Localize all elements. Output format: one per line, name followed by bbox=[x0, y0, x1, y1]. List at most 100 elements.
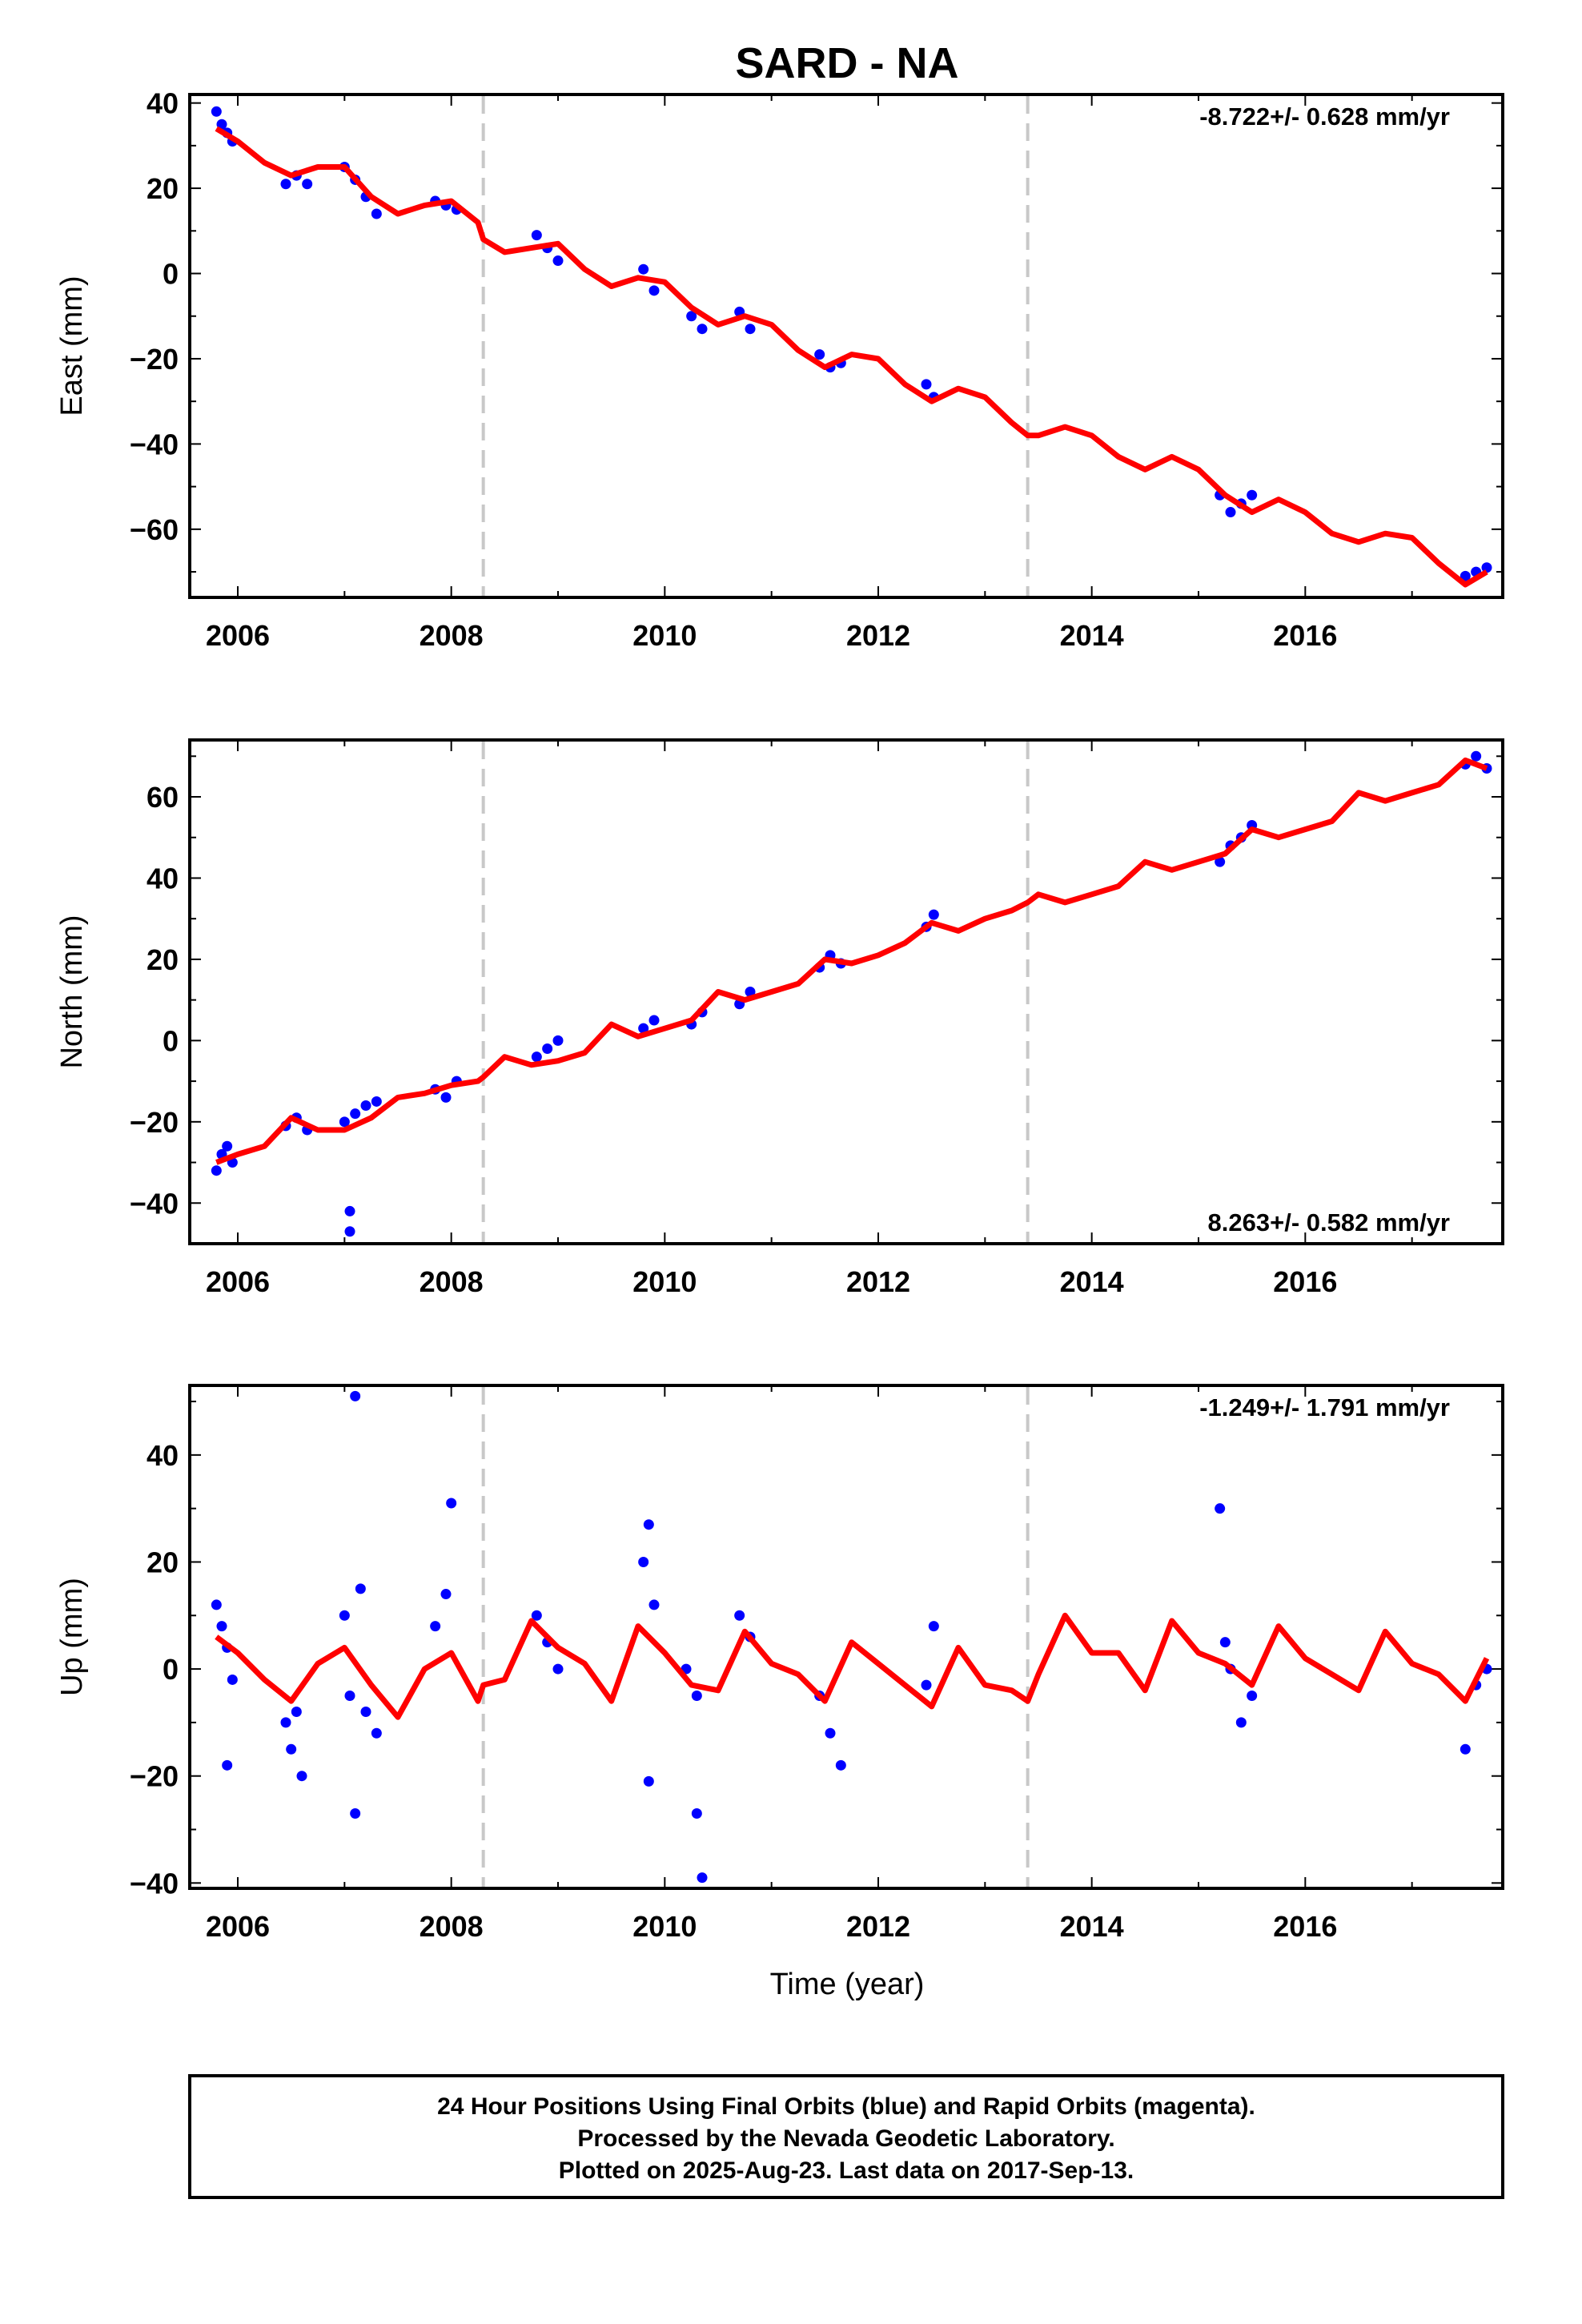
data-point bbox=[835, 1759, 846, 1771]
data-point bbox=[1219, 1637, 1231, 1648]
x-tick-label: 2016 bbox=[1273, 1910, 1337, 1943]
x-tick-label: 2008 bbox=[420, 1910, 484, 1943]
x-tick-label: 2016 bbox=[1273, 619, 1337, 652]
data-point bbox=[360, 1100, 371, 1112]
model-fit-line bbox=[215, 1612, 1490, 1720]
footer-line-2: Processed by the Nevada Geodetic Laborat… bbox=[577, 2125, 1114, 2152]
data-points bbox=[211, 106, 1492, 581]
x-tick-label: 2014 bbox=[1060, 619, 1124, 652]
east-panel: 2006 2008 2010 2012 2014 2016 −60 −40 −20 0 20 40 Ea… bbox=[55, 87, 1504, 652]
data-point bbox=[638, 263, 649, 275]
plot-frame bbox=[188, 1384, 1504, 1890]
x-tick-label: 2014 bbox=[1060, 1910, 1124, 1943]
data-point bbox=[691, 1690, 702, 1701]
data-point bbox=[921, 379, 932, 390]
data-point bbox=[745, 324, 756, 335]
x-tick-label: 2010 bbox=[632, 1265, 697, 1298]
data-point bbox=[686, 311, 697, 322]
x-tick-label: 2008 bbox=[420, 1265, 484, 1298]
footer-box: 24 Hour Positions Using Final Orbits (bl… bbox=[188, 2074, 1504, 2199]
data-point bbox=[643, 1519, 654, 1530]
data-point bbox=[430, 1621, 441, 1632]
data-point bbox=[1225, 507, 1236, 518]
data-point bbox=[691, 1807, 702, 1819]
data-point bbox=[643, 1775, 654, 1787]
x-tick-label: 2010 bbox=[632, 619, 697, 652]
y-tick-label: 0 bbox=[163, 1024, 179, 1057]
data-point bbox=[1247, 489, 1258, 501]
data-point bbox=[814, 349, 825, 360]
data-point bbox=[216, 1621, 227, 1632]
data-point bbox=[350, 1108, 361, 1120]
data-point bbox=[339, 1116, 350, 1128]
y-tick-label: −20 bbox=[130, 1106, 179, 1139]
data-point bbox=[227, 1674, 238, 1685]
up-panel: 2006 2008 2010 2012 2014 2016 −40 −20 0 20 40 Up (m… bbox=[55, 1384, 1504, 1943]
x-tick-label: 2014 bbox=[1060, 1265, 1124, 1298]
data-point bbox=[222, 1140, 233, 1152]
x-tick-label: 2012 bbox=[846, 1910, 910, 1943]
model-fit-line bbox=[215, 126, 1488, 588]
y-tick-label: −40 bbox=[130, 1187, 179, 1220]
data-point bbox=[531, 1610, 542, 1621]
data-point bbox=[552, 1035, 564, 1046]
data-point bbox=[344, 1205, 355, 1216]
data-point bbox=[302, 179, 313, 190]
data-point bbox=[216, 119, 227, 130]
x-tick-label: 2016 bbox=[1273, 1265, 1337, 1298]
data-point bbox=[339, 1610, 350, 1621]
data-point bbox=[552, 1663, 564, 1675]
y-tick-label: 0 bbox=[163, 258, 179, 291]
data-point bbox=[638, 1556, 649, 1567]
data-point bbox=[446, 1498, 457, 1509]
y-tick-label: 40 bbox=[147, 87, 179, 120]
data-point bbox=[825, 1727, 836, 1739]
y-tick-label: 20 bbox=[147, 943, 179, 976]
data-point bbox=[734, 1610, 745, 1621]
x-tick-label: 2010 bbox=[632, 1910, 697, 1943]
data-point bbox=[350, 1390, 361, 1401]
x-axis-label: Time (year) bbox=[770, 1968, 925, 2001]
y-axis-label: Up (mm) bbox=[55, 1578, 89, 1696]
y-tick-label: −40 bbox=[130, 428, 179, 460]
x-tick-label: 2006 bbox=[206, 619, 270, 652]
data-point bbox=[1460, 570, 1471, 581]
data-point bbox=[211, 106, 222, 117]
data-point bbox=[440, 1589, 452, 1600]
plot-frame bbox=[188, 93, 1504, 599]
data-point bbox=[648, 1015, 660, 1026]
data-point bbox=[648, 285, 660, 296]
data-point bbox=[531, 1051, 542, 1063]
data-point bbox=[531, 230, 542, 241]
y-tick-label: 40 bbox=[147, 862, 179, 895]
x-tick-label: 2006 bbox=[206, 1910, 270, 1943]
velocity-label: 8.263+/- 0.582 mm/yr bbox=[1208, 1208, 1450, 1236]
data-point bbox=[921, 1679, 932, 1691]
data-point bbox=[552, 255, 564, 267]
data-point bbox=[350, 1807, 361, 1819]
data-point bbox=[638, 1023, 649, 1034]
y-tick-label: −60 bbox=[130, 513, 179, 546]
data-point bbox=[697, 1872, 708, 1884]
data-point bbox=[440, 1092, 452, 1103]
north-panel: 2006 2008 2010 2012 2014 2016 −40 −20 0 20 40 60 Nor… bbox=[55, 738, 1504, 1298]
data-point bbox=[296, 1771, 307, 1782]
y-tick-label: −20 bbox=[130, 1760, 179, 1793]
data-point bbox=[697, 324, 708, 335]
data-point bbox=[928, 909, 939, 920]
velocity-label: -1.249+/- 1.791 mm/yr bbox=[1199, 1393, 1450, 1421]
data-point bbox=[286, 1743, 297, 1755]
y-axis-label: East (mm) bbox=[55, 275, 89, 416]
data-point bbox=[344, 1226, 355, 1237]
data-point bbox=[371, 208, 382, 219]
data-point bbox=[1215, 856, 1226, 867]
y-tick-label: −40 bbox=[130, 1867, 179, 1900]
x-tick-label: 2012 bbox=[846, 1265, 910, 1298]
data-point bbox=[1247, 1690, 1258, 1701]
y-axis-label: North (mm) bbox=[55, 915, 89, 1068]
x-tick-label: 2006 bbox=[206, 1265, 270, 1298]
footer-line-1: 24 Hour Positions Using Final Orbits (bl… bbox=[437, 2093, 1255, 2120]
y-tick-label: 60 bbox=[147, 781, 179, 814]
data-point bbox=[222, 1759, 233, 1771]
